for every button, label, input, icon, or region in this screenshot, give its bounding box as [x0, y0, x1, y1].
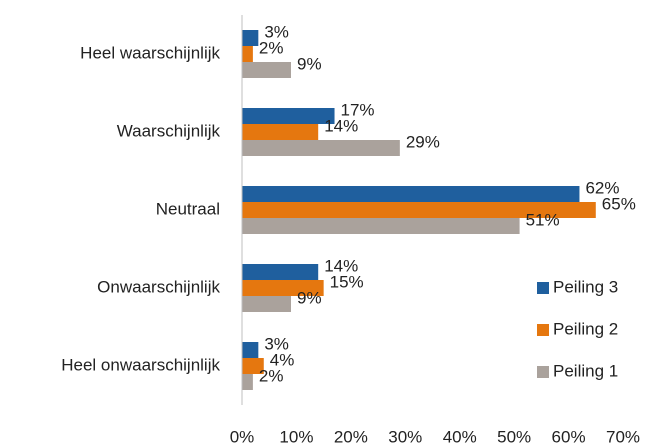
- x-tick-label: 70%: [606, 427, 640, 446]
- bar: [242, 186, 580, 202]
- data-label: 62%: [585, 178, 619, 197]
- y-tick-label: Neutraal: [156, 199, 220, 218]
- legend-swatch: [537, 324, 549, 336]
- data-label: 14%: [324, 116, 358, 135]
- x-tick-label: 60%: [552, 427, 586, 446]
- data-label: 2%: [259, 38, 284, 57]
- data-label: 15%: [330, 272, 364, 291]
- bar: [242, 46, 253, 62]
- y-tick-label: Waarschijnlijk: [117, 121, 221, 140]
- bar: [242, 140, 400, 156]
- data-label: 51%: [526, 210, 560, 229]
- x-tick-label: 30%: [388, 427, 422, 446]
- bar: [242, 124, 319, 140]
- y-tick-label: Heel onwaarschijnlijk: [61, 355, 220, 374]
- data-label: 9%: [297, 54, 322, 73]
- bar: [242, 280, 324, 296]
- bar: [242, 108, 335, 124]
- y-tick-label: Onwaarschijnlijk: [97, 277, 220, 296]
- legend-label: Peiling 2: [553, 319, 618, 338]
- data-label: 4%: [270, 350, 295, 369]
- data-label: 14%: [324, 256, 358, 275]
- data-label: 2%: [259, 366, 284, 385]
- bar: [242, 374, 253, 390]
- legend-swatch: [537, 282, 549, 294]
- bar: [242, 30, 259, 46]
- bar: [242, 264, 319, 280]
- y-tick-label: Heel waarschijnlijk: [80, 43, 220, 62]
- data-label: 29%: [406, 132, 440, 151]
- bar: [242, 202, 596, 218]
- x-tick-label: 20%: [334, 427, 368, 446]
- x-tick-label: 50%: [497, 427, 531, 446]
- data-label: 9%: [297, 288, 322, 307]
- legend-swatch: [537, 366, 549, 378]
- bar: [242, 218, 520, 234]
- data-label: 3%: [264, 22, 289, 41]
- data-label: 17%: [341, 100, 375, 119]
- bar: [242, 342, 259, 358]
- bar: [242, 62, 291, 78]
- data-label: 3%: [264, 334, 289, 353]
- x-tick-label: 10%: [279, 427, 313, 446]
- bar: [242, 296, 291, 312]
- data-label: 65%: [602, 194, 636, 213]
- x-tick-label: 0%: [230, 427, 255, 446]
- bar: [242, 358, 264, 374]
- legend-label: Peiling 3: [553, 277, 618, 296]
- x-tick-label: 40%: [443, 427, 477, 446]
- legend-label: Peiling 1: [553, 361, 618, 380]
